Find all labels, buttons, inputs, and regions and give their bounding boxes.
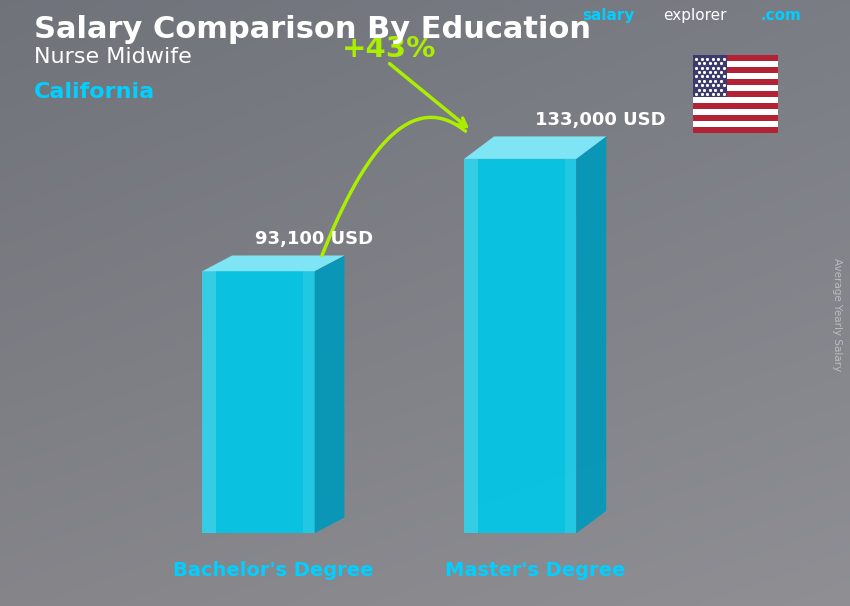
Polygon shape — [303, 271, 314, 533]
Text: California: California — [34, 82, 155, 102]
Polygon shape — [202, 271, 314, 533]
Text: 133,000 USD: 133,000 USD — [536, 112, 666, 130]
Text: salary: salary — [582, 8, 635, 23]
Bar — [693, 61, 778, 67]
Text: explorer: explorer — [663, 8, 727, 23]
Text: Nurse Midwife: Nurse Midwife — [34, 47, 192, 67]
Polygon shape — [314, 256, 344, 533]
Bar — [693, 79, 778, 85]
Text: Salary Comparison By Education: Salary Comparison By Education — [34, 15, 591, 44]
Text: Average Yearly Salary: Average Yearly Salary — [832, 259, 842, 371]
Bar — [693, 85, 778, 91]
Polygon shape — [464, 159, 478, 533]
Polygon shape — [576, 136, 606, 533]
Text: .com: .com — [761, 8, 802, 23]
Bar — [693, 73, 778, 79]
Polygon shape — [464, 159, 576, 533]
Bar — [693, 55, 727, 97]
Bar — [693, 55, 778, 61]
Polygon shape — [565, 159, 576, 533]
Text: Bachelor's Degree: Bachelor's Degree — [173, 561, 374, 581]
Polygon shape — [202, 271, 216, 533]
Text: Master's Degree: Master's Degree — [445, 561, 626, 581]
Bar — [693, 103, 778, 109]
Bar — [693, 91, 778, 97]
Polygon shape — [464, 136, 606, 159]
Bar — [693, 115, 778, 121]
Text: 93,100 USD: 93,100 USD — [255, 230, 373, 248]
Bar — [693, 97, 778, 103]
Bar — [693, 109, 778, 115]
Bar — [693, 127, 778, 133]
Bar — [693, 121, 778, 127]
Polygon shape — [202, 256, 344, 271]
Bar — [693, 67, 778, 73]
Text: +43%: +43% — [342, 35, 437, 63]
